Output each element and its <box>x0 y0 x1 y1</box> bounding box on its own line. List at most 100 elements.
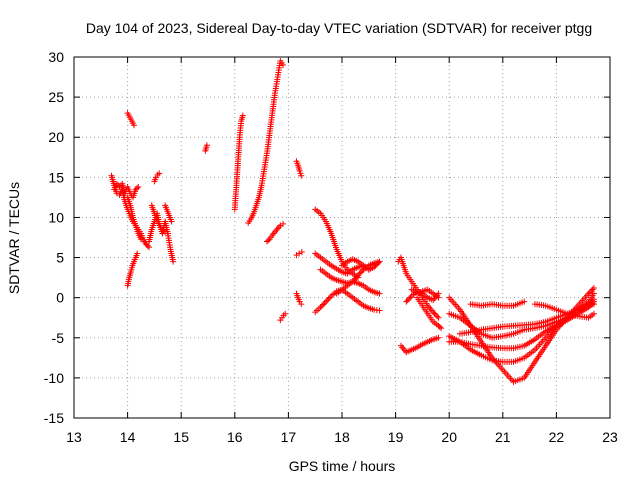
data-point <box>589 286 596 293</box>
data-point <box>325 295 332 302</box>
data-point <box>431 310 438 317</box>
x-tick-label: 14 <box>120 429 136 445</box>
data-point <box>131 122 138 129</box>
data-point <box>282 310 289 317</box>
x-tick-label: 23 <box>602 429 618 445</box>
plot-frame <box>73 56 611 419</box>
data-point <box>239 112 246 119</box>
data-point <box>376 290 383 297</box>
x-tick-label: 22 <box>549 429 565 445</box>
y-tick-label: 5 <box>56 250 64 266</box>
x-axis-label: GPS time / hours <box>289 458 396 474</box>
data-point <box>590 301 597 308</box>
series-arc-05 <box>124 110 138 129</box>
series-arc-12 <box>245 58 287 227</box>
x-tick-label: 20 <box>441 429 457 445</box>
series-arc-17 <box>293 290 305 308</box>
data-point <box>438 325 445 332</box>
data-point <box>160 227 167 234</box>
data-point <box>588 287 595 294</box>
data-point <box>590 285 597 292</box>
data-points <box>108 58 597 385</box>
x-tick-label: 19 <box>388 429 404 445</box>
data-point <box>133 185 140 192</box>
series-arc-04 <box>124 194 144 243</box>
data-point <box>298 301 305 308</box>
series-arc-13 <box>263 220 287 245</box>
data-point <box>168 218 175 225</box>
series-arc-15 <box>293 158 305 179</box>
data-point <box>375 259 382 266</box>
y-tick-label: 20 <box>48 129 64 145</box>
data-point <box>432 311 439 318</box>
data-point <box>298 248 305 255</box>
data-point <box>435 294 442 301</box>
data-point <box>373 261 380 268</box>
data-point <box>146 244 153 251</box>
data-point <box>144 242 151 249</box>
series-arc-09 <box>162 202 175 225</box>
x-tick-label: 18 <box>334 429 350 445</box>
data-point <box>134 250 141 257</box>
axis-ticks: 13 14 15 16 17 18 19 20 21 22 23 -15 -10 -5 0 5 10 15 20 25… <box>44 49 618 445</box>
data-point <box>436 323 443 330</box>
y-tick-label: 15 <box>48 169 64 185</box>
data-point <box>372 262 379 269</box>
y-tick-label: 10 <box>48 209 64 225</box>
data-point <box>356 270 363 277</box>
y-tick-label: 25 <box>48 89 64 105</box>
series-arc-30 <box>446 290 597 365</box>
data-point <box>355 272 362 279</box>
data-point <box>590 310 597 317</box>
data-point <box>376 258 383 265</box>
series-arc-11 <box>231 112 246 213</box>
data-point <box>590 290 597 297</box>
data-point <box>371 264 378 271</box>
series-arc-16 <box>293 248 305 259</box>
data-point <box>280 62 287 69</box>
data-point <box>321 300 328 307</box>
data-point <box>135 183 142 190</box>
data-point <box>170 258 177 265</box>
data-point <box>138 236 144 243</box>
data-point <box>320 301 327 308</box>
x-tick-label: 21 <box>495 429 511 445</box>
y-tick-label: 0 <box>56 290 64 306</box>
data-point <box>585 290 592 297</box>
series-arc-35 <box>531 301 597 321</box>
y-tick-label: -10 <box>44 370 64 386</box>
data-point <box>298 172 305 179</box>
series-arc-24 <box>395 254 442 321</box>
data-point <box>403 298 410 305</box>
x-tick-label: 17 <box>281 429 297 445</box>
data-point <box>324 297 331 304</box>
series-arc-27 <box>408 286 442 301</box>
series-arc-02 <box>111 180 142 201</box>
data-point <box>326 294 333 301</box>
data-point <box>164 230 171 237</box>
y-axis-label: SDTVAR / TECUs <box>6 182 22 294</box>
data-point <box>521 298 528 305</box>
series-arc-23 <box>339 256 383 273</box>
data-point <box>586 289 593 296</box>
data-point <box>430 309 437 316</box>
data-point <box>407 294 414 301</box>
data-point <box>435 314 442 321</box>
data-point <box>203 142 210 149</box>
x-tick-label: 16 <box>227 429 243 445</box>
series-arc-03 <box>124 250 141 289</box>
y-tick-label: -15 <box>44 410 64 426</box>
series-arc-28 <box>414 294 445 332</box>
series-arc-34 <box>467 298 528 309</box>
series-arc-31 <box>446 298 597 352</box>
plot-grid <box>74 57 610 418</box>
data-point <box>318 302 325 309</box>
data-point <box>406 295 412 302</box>
series-arc-08 <box>151 170 163 185</box>
data-point <box>265 237 272 244</box>
data-point <box>376 307 383 314</box>
y-tick-label: -5 <box>52 330 65 346</box>
data-point <box>322 298 329 305</box>
data-point <box>359 267 366 274</box>
